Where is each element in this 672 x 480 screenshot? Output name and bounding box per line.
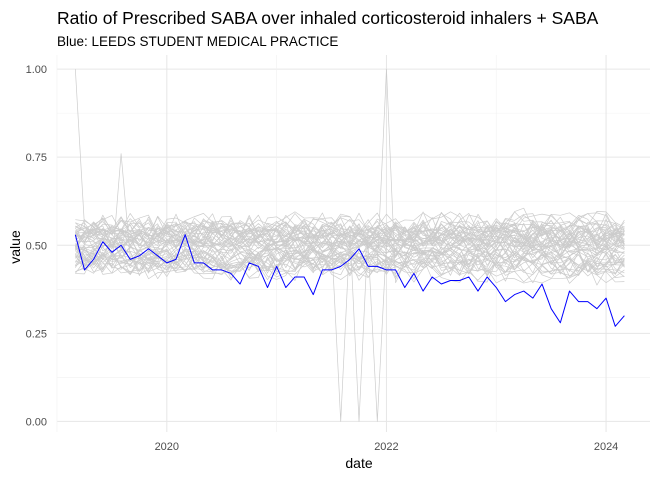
background-series-line bbox=[75, 224, 625, 249]
x-axis-title: date bbox=[345, 455, 372, 471]
chart-title: Ratio of Prescribed SABA over inhaled co… bbox=[57, 8, 599, 28]
background-series-line bbox=[75, 68, 625, 286]
highlight-series-line bbox=[74, 234, 625, 327]
background-series-line bbox=[75, 241, 625, 272]
highlight-series bbox=[74, 234, 625, 327]
x-tick-label: 2022 bbox=[374, 441, 398, 453]
y-tick-label: 0.50 bbox=[26, 240, 47, 252]
x-tick-label: 2024 bbox=[594, 441, 618, 453]
y-tick-label: 1.00 bbox=[26, 64, 47, 76]
x-tick-label: 2020 bbox=[155, 441, 179, 453]
background-series-line bbox=[75, 227, 625, 253]
background-series-line bbox=[75, 211, 625, 239]
background-series-line bbox=[75, 228, 625, 263]
background-series bbox=[74, 68, 625, 422]
y-tick-label: 0.00 bbox=[26, 416, 47, 428]
background-series-line bbox=[75, 225, 625, 251]
y-tick-label: 0.25 bbox=[26, 328, 47, 340]
background-series-line bbox=[75, 242, 625, 276]
background-series-line bbox=[75, 219, 625, 247]
y-tick-label: 0.75 bbox=[26, 152, 47, 164]
y-axis-title: value bbox=[7, 230, 23, 264]
background-series-line bbox=[75, 221, 625, 256]
background-series-line bbox=[75, 247, 625, 275]
chart-subtitle: Blue: LEEDS STUDENT MEDICAL PRACTICE bbox=[57, 34, 338, 49]
background-series-line bbox=[75, 212, 625, 240]
background-series-line bbox=[75, 207, 625, 238]
background-series-line bbox=[75, 221, 625, 248]
tick-labels: 0.00 0.25 0.50 0.75 1.00 2020 2022 2024 bbox=[26, 64, 619, 453]
